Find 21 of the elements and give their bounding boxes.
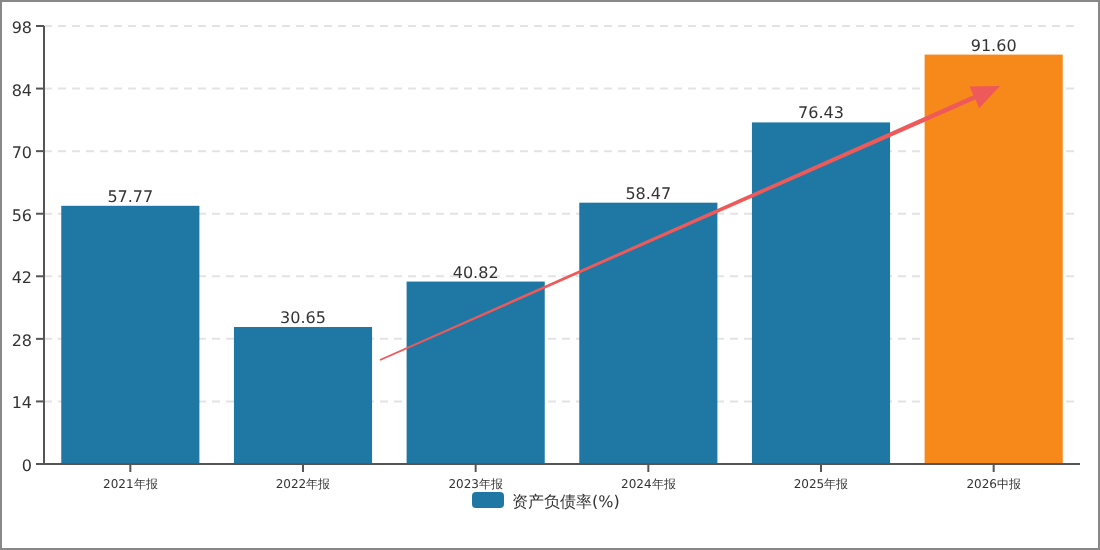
bar — [61, 205, 200, 464]
data-label: 30.65 — [280, 309, 326, 328]
data-label: 57.77 — [107, 187, 154, 206]
data-label: 91.60 — [970, 36, 1017, 55]
data-label: 40.82 — [452, 263, 499, 282]
bar — [751, 122, 891, 464]
data-label: 76.43 — [798, 104, 844, 123]
bar — [579, 202, 718, 464]
bar — [233, 327, 373, 464]
y-tick-label: 56 — [11, 206, 32, 225]
y-tick-label: 84 — [11, 81, 32, 100]
bar — [924, 54, 1063, 464]
y-tick-label: 0 — [21, 457, 32, 475]
y-tick-label: 28 — [11, 331, 32, 350]
legend-label: 资产负债率(%) — [512, 493, 620, 511]
data-label: 58.47 — [625, 184, 672, 203]
y-tick-label: 42 — [11, 269, 32, 288]
y-tick-label: 98 — [11, 19, 32, 37]
y-tick-label: 70 — [11, 144, 32, 163]
bar — [406, 281, 545, 464]
y-tick-label: 14 — [11, 394, 32, 413]
